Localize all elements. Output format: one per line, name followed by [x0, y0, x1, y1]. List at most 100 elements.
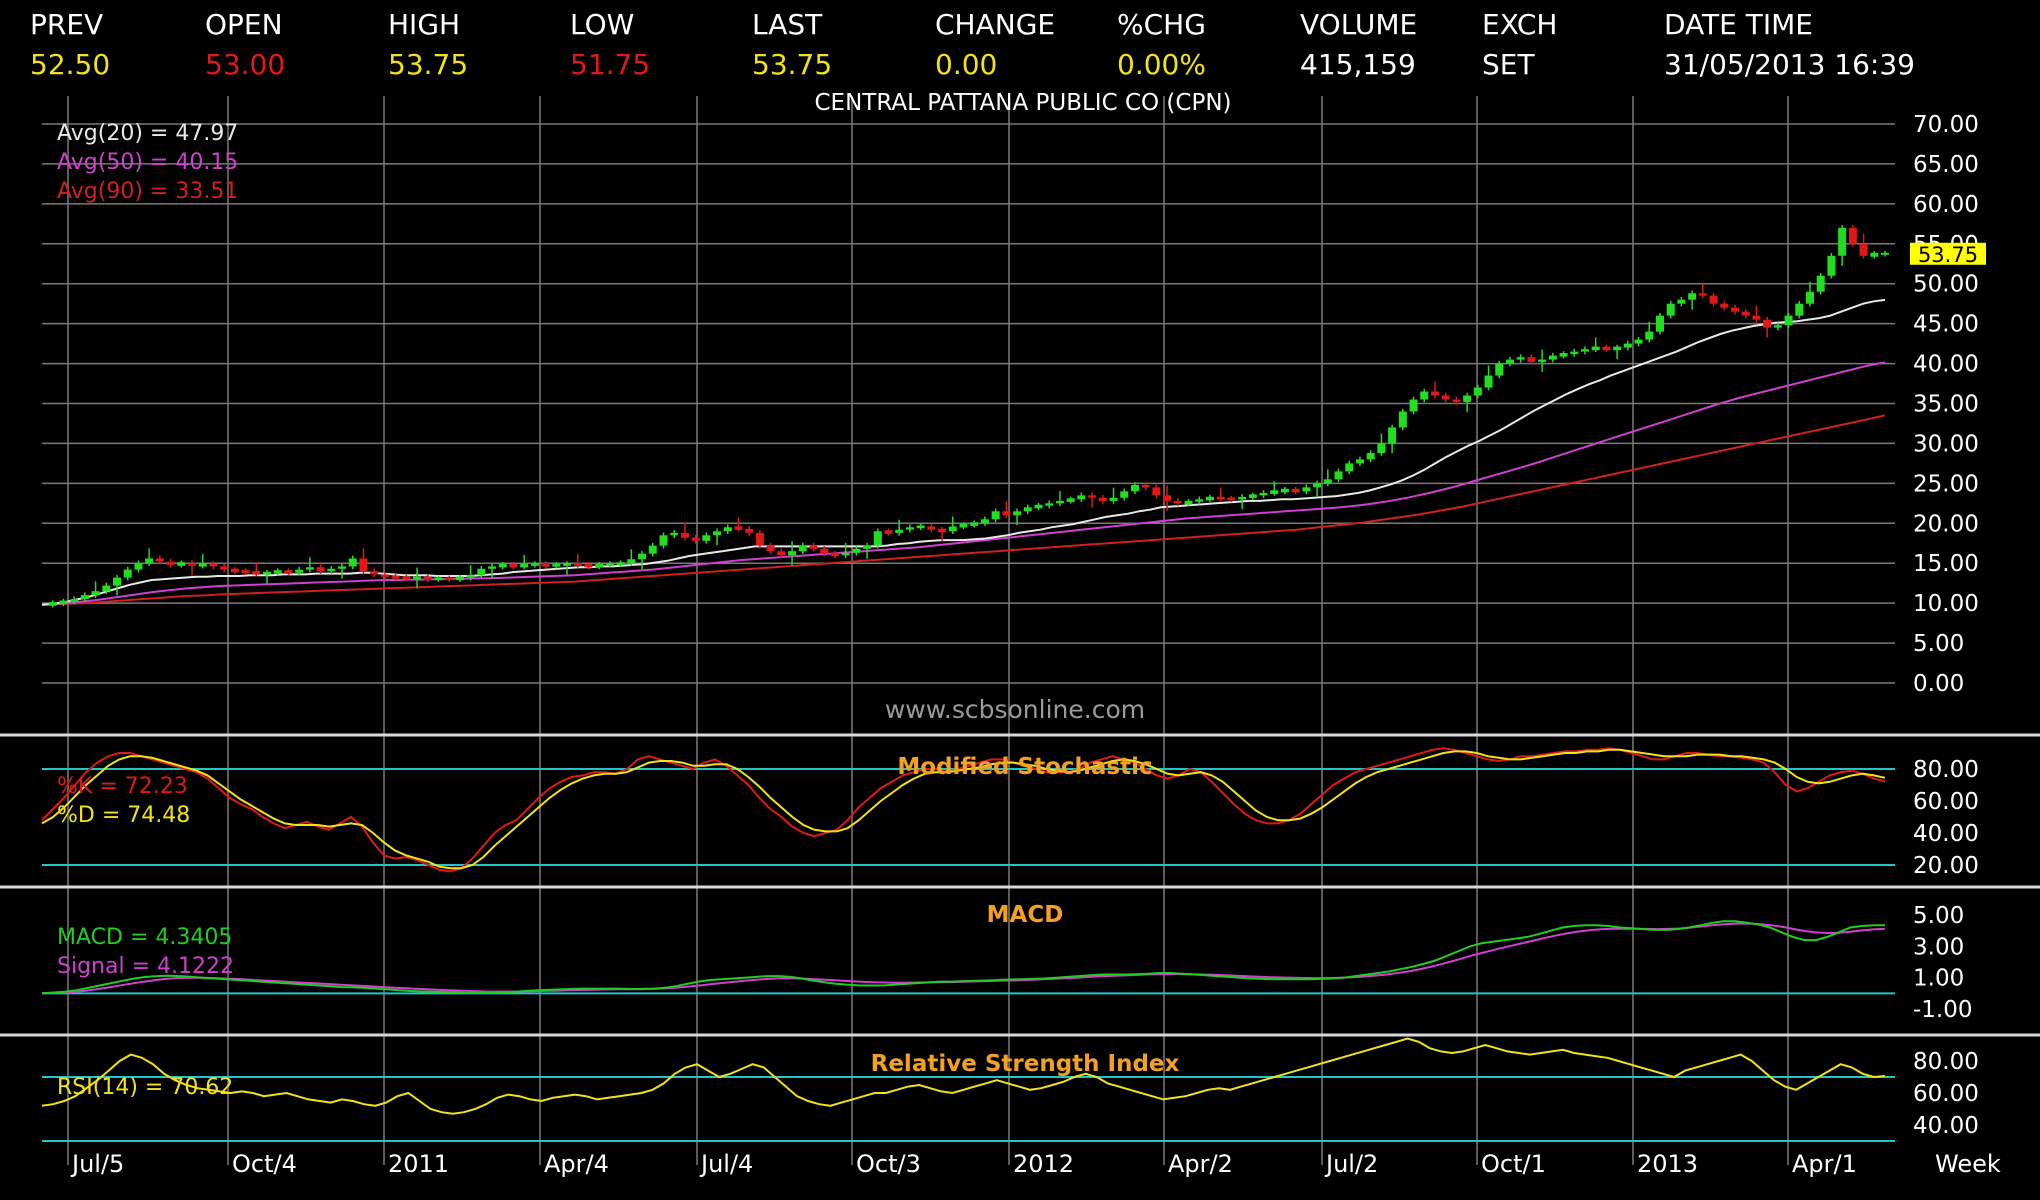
candle-body: [1763, 319, 1772, 328]
legend-entry: %K = 72.23: [57, 774, 188, 799]
candle: [1388, 424, 1397, 454]
stoch-k-line: [41, 747, 1886, 873]
candle: [1505, 356, 1514, 367]
candle-body: [1323, 479, 1332, 484]
candle: [509, 562, 518, 570]
panel-title: Modified Stochastic: [897, 754, 1152, 780]
candle-body: [1034, 504, 1043, 509]
candle: [1548, 352, 1557, 363]
candle-body: [1366, 453, 1375, 460]
candle: [1805, 281, 1814, 307]
candle: [1591, 337, 1600, 352]
candle: [155, 555, 164, 565]
candle-body: [648, 545, 657, 554]
x-tick-label: Oct/1: [1481, 1150, 1546, 1178]
candle: [1859, 233, 1868, 259]
candle: [1409, 396, 1418, 415]
candle-body: [1827, 255, 1836, 276]
candle-body: [1838, 227, 1847, 256]
candle: [1484, 365, 1493, 391]
candle-body: [1623, 343, 1632, 348]
candle-body: [777, 551, 786, 556]
candle: [123, 566, 132, 581]
candle: [48, 600, 57, 608]
candle-body: [1570, 351, 1579, 354]
candle-body: [327, 568, 336, 572]
candle: [295, 566, 304, 576]
candle-body: [338, 566, 347, 569]
candle-body: [734, 526, 743, 530]
candle: [252, 562, 261, 577]
candle: [1452, 396, 1461, 405]
candle: [338, 563, 347, 579]
candle-body: [1098, 497, 1107, 501]
candle: [1623, 340, 1632, 351]
candle-body: [745, 528, 754, 533]
candle-body: [670, 532, 679, 536]
y-tick-label: 60.00: [1913, 789, 1979, 815]
candle-body: [1205, 496, 1214, 501]
candle-body: [1881, 252, 1889, 255]
candle: [1516, 354, 1525, 363]
candle: [177, 560, 186, 568]
candle: [1088, 492, 1097, 508]
quote-label: HIGH: [388, 8, 461, 41]
candle: [541, 561, 550, 569]
avg50-line: [41, 361, 1886, 606]
y-tick-label: 35.00: [1913, 392, 1979, 418]
candle: [916, 523, 925, 531]
candle: [434, 575, 443, 582]
candle: [1355, 456, 1364, 467]
candle: [884, 528, 893, 536]
candle-body: [1066, 498, 1075, 502]
candle-body: [895, 529, 904, 533]
candle: [809, 542, 818, 552]
candle-body: [959, 523, 968, 528]
legend-entry: Avg(90) = 33.51: [57, 179, 238, 204]
candle-body: [1302, 487, 1311, 492]
y-tick-label: 65.00: [1913, 152, 1979, 178]
candle: [1784, 312, 1793, 329]
candle-body: [680, 532, 689, 538]
candle-body: [713, 531, 722, 536]
candle-body: [1848, 227, 1857, 244]
candle-body: [852, 548, 861, 553]
candle: [466, 565, 475, 581]
candle-body: [273, 570, 282, 574]
candle: [659, 532, 668, 549]
quote-label: VOLUME: [1300, 8, 1418, 41]
candle: [1881, 250, 1889, 257]
quote-label: LAST: [752, 8, 823, 41]
quote--chg: %CHG 0.00%: [1117, 8, 1206, 82]
candle-body: [1720, 303, 1729, 308]
quote-last: LAST 53.75: [752, 8, 832, 82]
candle-body: [520, 563, 529, 568]
candle: [1827, 252, 1836, 279]
candle-body: [402, 576, 411, 580]
x-tick-label: 2011: [388, 1150, 449, 1178]
candle: [970, 520, 979, 528]
candle: [80, 592, 89, 602]
y-tick-label: 15.00: [1913, 551, 1979, 577]
candle-body: [1495, 363, 1504, 376]
candle-body: [1377, 443, 1386, 454]
last-price-badge-box: [1910, 242, 1986, 265]
candle: [520, 554, 529, 570]
candle: [413, 567, 422, 589]
candle-body: [1752, 315, 1761, 320]
candle: [788, 541, 797, 566]
candle-body: [1527, 357, 1536, 362]
quote-label: CHANGE: [935, 8, 1056, 41]
candle: [1163, 485, 1172, 511]
candle-body: [209, 564, 218, 567]
candle-body: [123, 569, 132, 578]
candle-body: [1120, 491, 1129, 498]
candle: [1130, 482, 1139, 495]
rsi-line: [41, 1037, 1886, 1115]
candle: [1109, 487, 1118, 504]
candle: [1216, 487, 1225, 502]
candle-body: [723, 527, 732, 532]
candle: [1602, 344, 1611, 352]
candle-body: [263, 571, 272, 575]
y-tick-label: 60.00: [1913, 1081, 1979, 1107]
